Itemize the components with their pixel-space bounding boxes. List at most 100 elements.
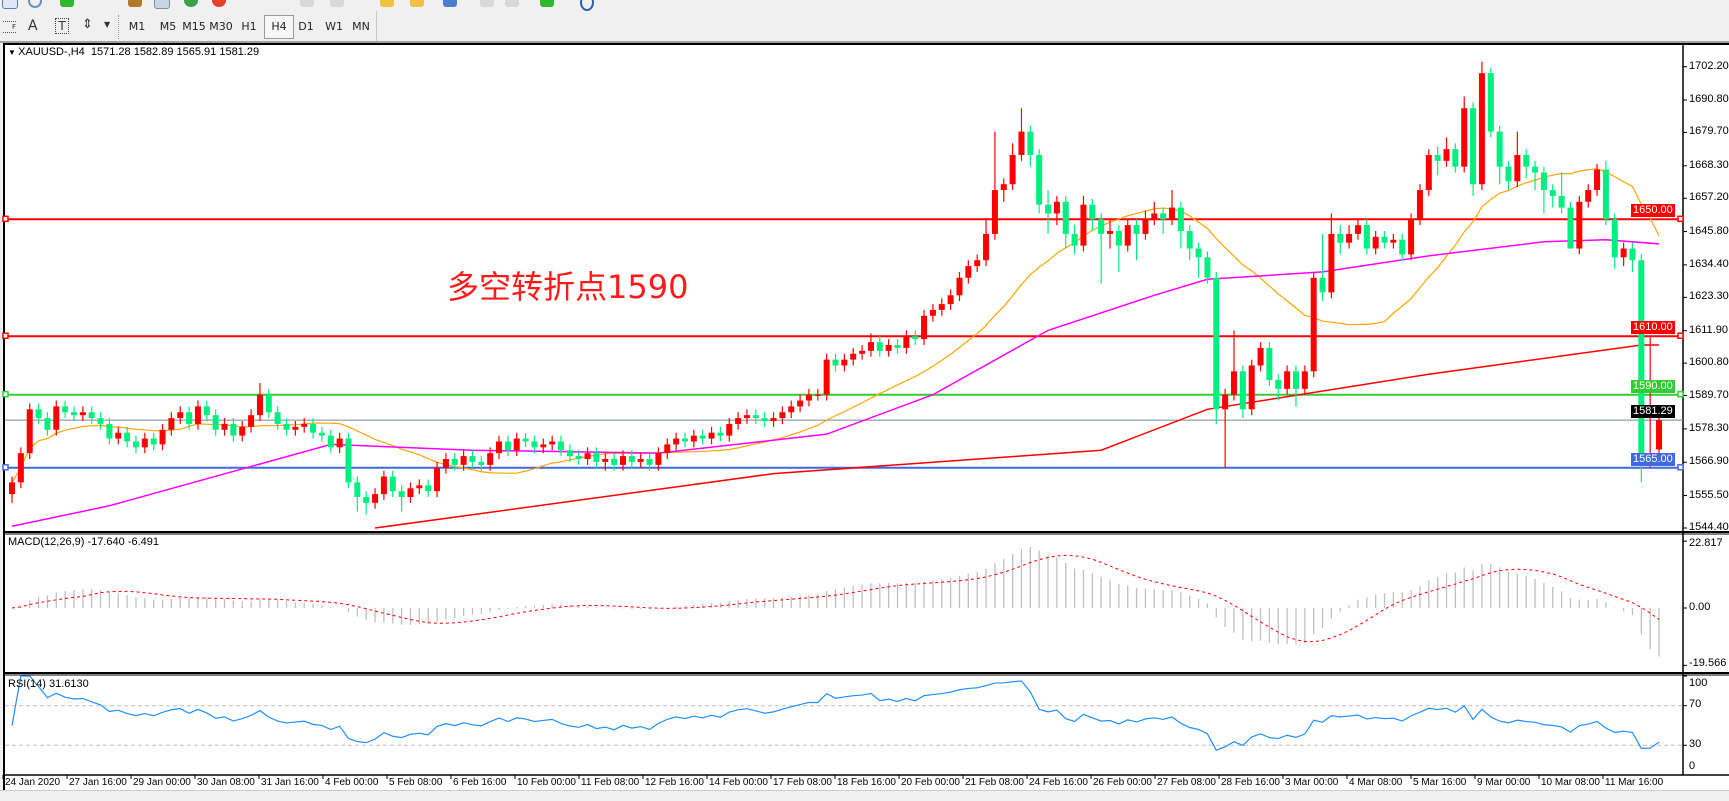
autotrade-icon[interactable] xyxy=(184,0,198,7)
time-axis-label: 24 Jan 2020 xyxy=(5,777,61,788)
candle-bear xyxy=(1089,204,1096,220)
pencil-icon[interactable] xyxy=(380,0,394,7)
toolbar-separator xyxy=(118,15,121,39)
time-axis-label: 4 Mar 08:00 xyxy=(1349,777,1403,788)
chart-menu-triangle-icon[interactable]: ▼ xyxy=(8,48,19,57)
hline-icon[interactable] xyxy=(480,0,494,7)
candle-bull xyxy=(664,444,671,454)
candle-bear xyxy=(97,418,104,424)
candle-bull xyxy=(1328,233,1335,293)
candle-bull xyxy=(372,494,379,503)
time-axis-label: 30 Jan 08:00 xyxy=(197,777,255,788)
stop-icon[interactable] xyxy=(212,0,226,7)
time-axis-label: 14 Feb 00:00 xyxy=(709,777,768,788)
price-axis-label: 1578.30 xyxy=(1689,421,1729,434)
time-axis-label: 21 Feb 08:00 xyxy=(965,777,1024,788)
candle-bull xyxy=(1656,420,1663,450)
fibo-icon[interactable]: F xyxy=(3,21,16,33)
candle-bull xyxy=(1124,225,1131,246)
candle-bull xyxy=(416,485,423,489)
time-axis-label: 3 Mar 00:00 xyxy=(1285,777,1339,788)
time-axis-label: 24 Feb 16:00 xyxy=(1029,777,1088,788)
window-icon[interactable] xyxy=(154,0,170,9)
candle-bear xyxy=(558,441,565,451)
candle-bear xyxy=(1505,166,1512,182)
add-indicator-icon[interactable] xyxy=(540,0,554,7)
candle-bear xyxy=(1195,248,1202,258)
template-icon[interactable] xyxy=(443,0,457,7)
candle-bull xyxy=(26,409,33,454)
candle-bull xyxy=(1248,365,1255,410)
time-axis-label: 28 Feb 16:00 xyxy=(1221,777,1280,788)
candle-bear xyxy=(1638,260,1645,465)
level-price-label: 1650.00 xyxy=(1631,204,1675,218)
price-axis-label: 1544.40 xyxy=(1689,521,1729,533)
timeframe-d1[interactable]: D1 xyxy=(298,20,314,33)
candle-bear xyxy=(1629,248,1636,261)
chart-window[interactable] xyxy=(3,43,1729,791)
time-axis-label: 6 Feb 16:00 xyxy=(453,777,507,788)
candle-bear xyxy=(1532,166,1539,173)
candle-bull xyxy=(1151,213,1158,220)
timeframe-m15[interactable]: M15 xyxy=(182,20,206,33)
candle-bull xyxy=(1301,371,1308,389)
candle-bull xyxy=(1594,169,1601,191)
candle-bull xyxy=(1346,233,1353,243)
refresh-icon[interactable] xyxy=(580,0,594,11)
rsi-axis-label: 30 xyxy=(1689,738,1702,750)
candle-bear xyxy=(150,438,157,445)
candle-bull xyxy=(797,400,804,407)
timeframe-mn[interactable]: MN xyxy=(352,20,370,33)
candle-bear xyxy=(1266,347,1273,381)
candle-bull xyxy=(637,459,644,462)
hline2-icon[interactable] xyxy=(505,0,519,7)
candle-bear xyxy=(575,456,582,460)
time-axis-label: 29 Jan 00:00 xyxy=(133,777,191,788)
zoom-icon[interactable] xyxy=(28,0,42,8)
expert-icon[interactable] xyxy=(128,0,142,7)
arrows-icon[interactable]: ⇕ xyxy=(82,17,93,32)
candle-bear xyxy=(1071,233,1078,246)
text-icon[interactable]: A xyxy=(28,18,38,34)
chart-annotation-text[interactable]: 多空转折点1590 xyxy=(447,268,689,306)
candle-bull xyxy=(1514,154,1521,182)
candle-bull xyxy=(965,266,972,278)
crosshair-icon[interactable] xyxy=(300,0,314,7)
timeframe-h1[interactable]: H1 xyxy=(241,20,257,33)
candle-bear xyxy=(310,423,317,433)
candle-bear xyxy=(1160,213,1167,220)
candle-bull xyxy=(221,423,228,430)
candle-bull xyxy=(1230,371,1237,395)
candle-bull xyxy=(115,432,122,439)
candle-bull xyxy=(991,190,998,234)
new-chart-icon[interactable] xyxy=(2,0,18,9)
add-icon[interactable] xyxy=(60,0,74,7)
rsi-axis-label: 100 xyxy=(1689,677,1708,689)
time-axis-label: 11 Feb 08:00 xyxy=(581,777,640,788)
timeframe-w1[interactable]: W1 xyxy=(325,20,343,33)
candle-bull xyxy=(726,423,733,436)
candle-bear xyxy=(265,394,272,413)
candle-bear xyxy=(398,491,405,498)
candle-bull xyxy=(442,459,449,468)
level-price-label: 1610.00 xyxy=(1631,321,1675,335)
candle-bear xyxy=(389,476,396,492)
timeframe-m5[interactable]: M5 xyxy=(159,20,177,33)
candle-bull xyxy=(380,476,387,495)
candle-bull xyxy=(929,309,936,316)
candle-bull xyxy=(805,394,812,401)
text-label-icon[interactable]: T xyxy=(55,18,69,34)
level-handle-left xyxy=(2,464,9,471)
time-axis-label: 11 Mar 16:00 xyxy=(1605,777,1664,788)
price-axis-label: 1679.70 xyxy=(1689,125,1729,138)
candle-bear xyxy=(1470,108,1477,185)
candle-bull xyxy=(292,426,299,430)
line-icon[interactable] xyxy=(330,0,344,7)
candle-bear xyxy=(628,456,635,462)
timeframe-h4[interactable]: H4 xyxy=(264,15,294,39)
timeframe-m1[interactable]: M1 xyxy=(128,20,146,33)
chevron-down-icon[interactable]: ▼ xyxy=(104,20,111,29)
pencil2-icon[interactable] xyxy=(410,0,424,7)
timeframe-m30[interactable]: M30 xyxy=(209,20,233,33)
